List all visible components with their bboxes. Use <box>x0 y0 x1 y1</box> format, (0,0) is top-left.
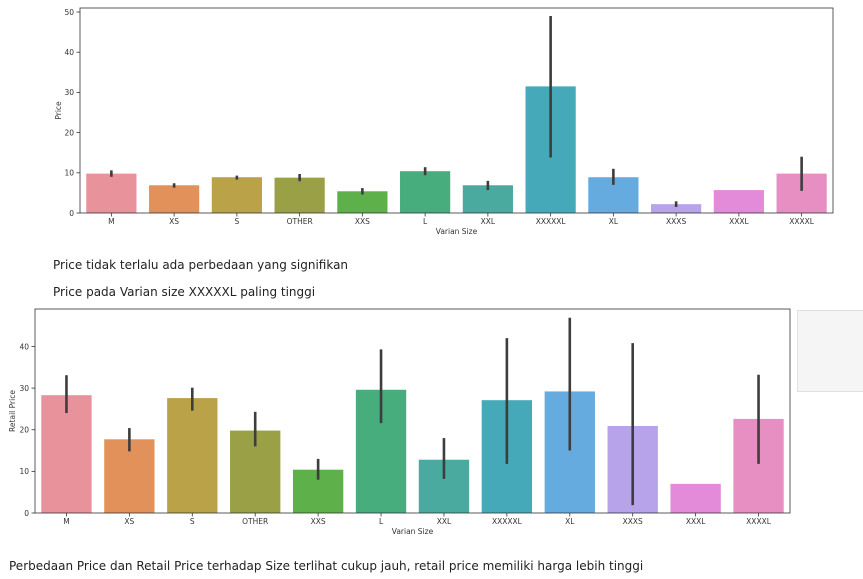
note-xxxxxl-highest: Price pada Varian size XXXXXL paling tin… <box>53 285 316 299</box>
y-tick-label: 30 <box>64 88 74 97</box>
x-axis-label: Varian Size <box>392 527 434 536</box>
y-tick-label: 10 <box>19 467 29 476</box>
price-by-size-chart: 0 10 20 30 40 50 M XS S OTHER XXS L XXL XXXXXL XL XXXS X… <box>54 7 834 236</box>
x-tick-label: XXS <box>355 217 370 226</box>
y-tick-label: 40 <box>19 342 29 351</box>
output-side-panel <box>797 310 863 392</box>
y-tick-label: 20 <box>19 426 29 435</box>
x-tick-label: XXXL <box>686 517 706 526</box>
y-tick-label: 0 <box>69 209 74 218</box>
bar-xxs <box>337 191 388 213</box>
x-tick-label: S <box>234 217 239 226</box>
retail-price-by-size-chart: 0 10 20 30 40 M XS S OTHER XXS L XXL XXXXXL XL XXXS XXX… <box>8 308 791 536</box>
bar-xxxl <box>670 483 721 513</box>
bar-s <box>211 177 262 213</box>
x-tick-label: XXXS <box>623 517 643 526</box>
plot-frame <box>34 308 791 514</box>
plot-frame <box>79 7 834 214</box>
x-tick-label: XS <box>169 217 179 226</box>
bar-xxxl <box>713 190 764 213</box>
y-tick-label: 20 <box>64 128 74 137</box>
x-tick-label: XL <box>565 517 575 526</box>
x-tick-label: XXS <box>311 517 326 526</box>
bar-xs <box>149 185 200 213</box>
bar-m <box>86 173 137 213</box>
y-axis-label: Retail Price <box>8 390 17 432</box>
y-axis-label: Price <box>54 101 63 120</box>
y-tick-label: 30 <box>19 384 29 393</box>
x-tick-label: L <box>423 217 428 226</box>
x-tick-label: XXXXXL <box>492 517 523 526</box>
bar-m <box>41 395 92 513</box>
bar-xxxs <box>651 204 702 213</box>
x-tick-label: XXL <box>437 517 452 526</box>
bar-s <box>167 398 218 513</box>
x-tick-label: L <box>379 517 384 526</box>
x-tick-label: XXXL <box>729 217 749 226</box>
y-tick-label: 40 <box>64 48 74 57</box>
x-tick-label: OTHER <box>242 517 268 526</box>
x-tick-label: XXXS <box>666 217 686 226</box>
x-tick-label: XL <box>609 217 619 226</box>
x-tick-label: XXXXXL <box>536 217 567 226</box>
x-tick-label: S <box>190 517 195 526</box>
y-tick-label: 0 <box>24 509 29 518</box>
bar-l <box>400 171 451 213</box>
x-tick-label: XXXXL <box>746 517 772 526</box>
bar-other <box>274 177 325 213</box>
bar-xs <box>104 439 155 513</box>
x-tick-label: XXL <box>481 217 496 226</box>
note-price-not-significant: Price tidak terlalu ada perbedaan yang s… <box>53 258 349 272</box>
x-tick-label: XS <box>124 517 134 526</box>
x-tick-label: M <box>63 517 69 526</box>
x-tick-label: M <box>108 217 114 226</box>
x-tick-label: OTHER <box>287 217 313 226</box>
x-tick-label: XXXXL <box>789 217 815 226</box>
x-axis-label: Varian Size <box>436 227 478 236</box>
note-price-vs-retail: Perbedaan Price dan Retail Price terhada… <box>9 559 644 573</box>
y-tick-label: 10 <box>64 169 74 178</box>
y-tick-label: 50 <box>64 8 74 17</box>
